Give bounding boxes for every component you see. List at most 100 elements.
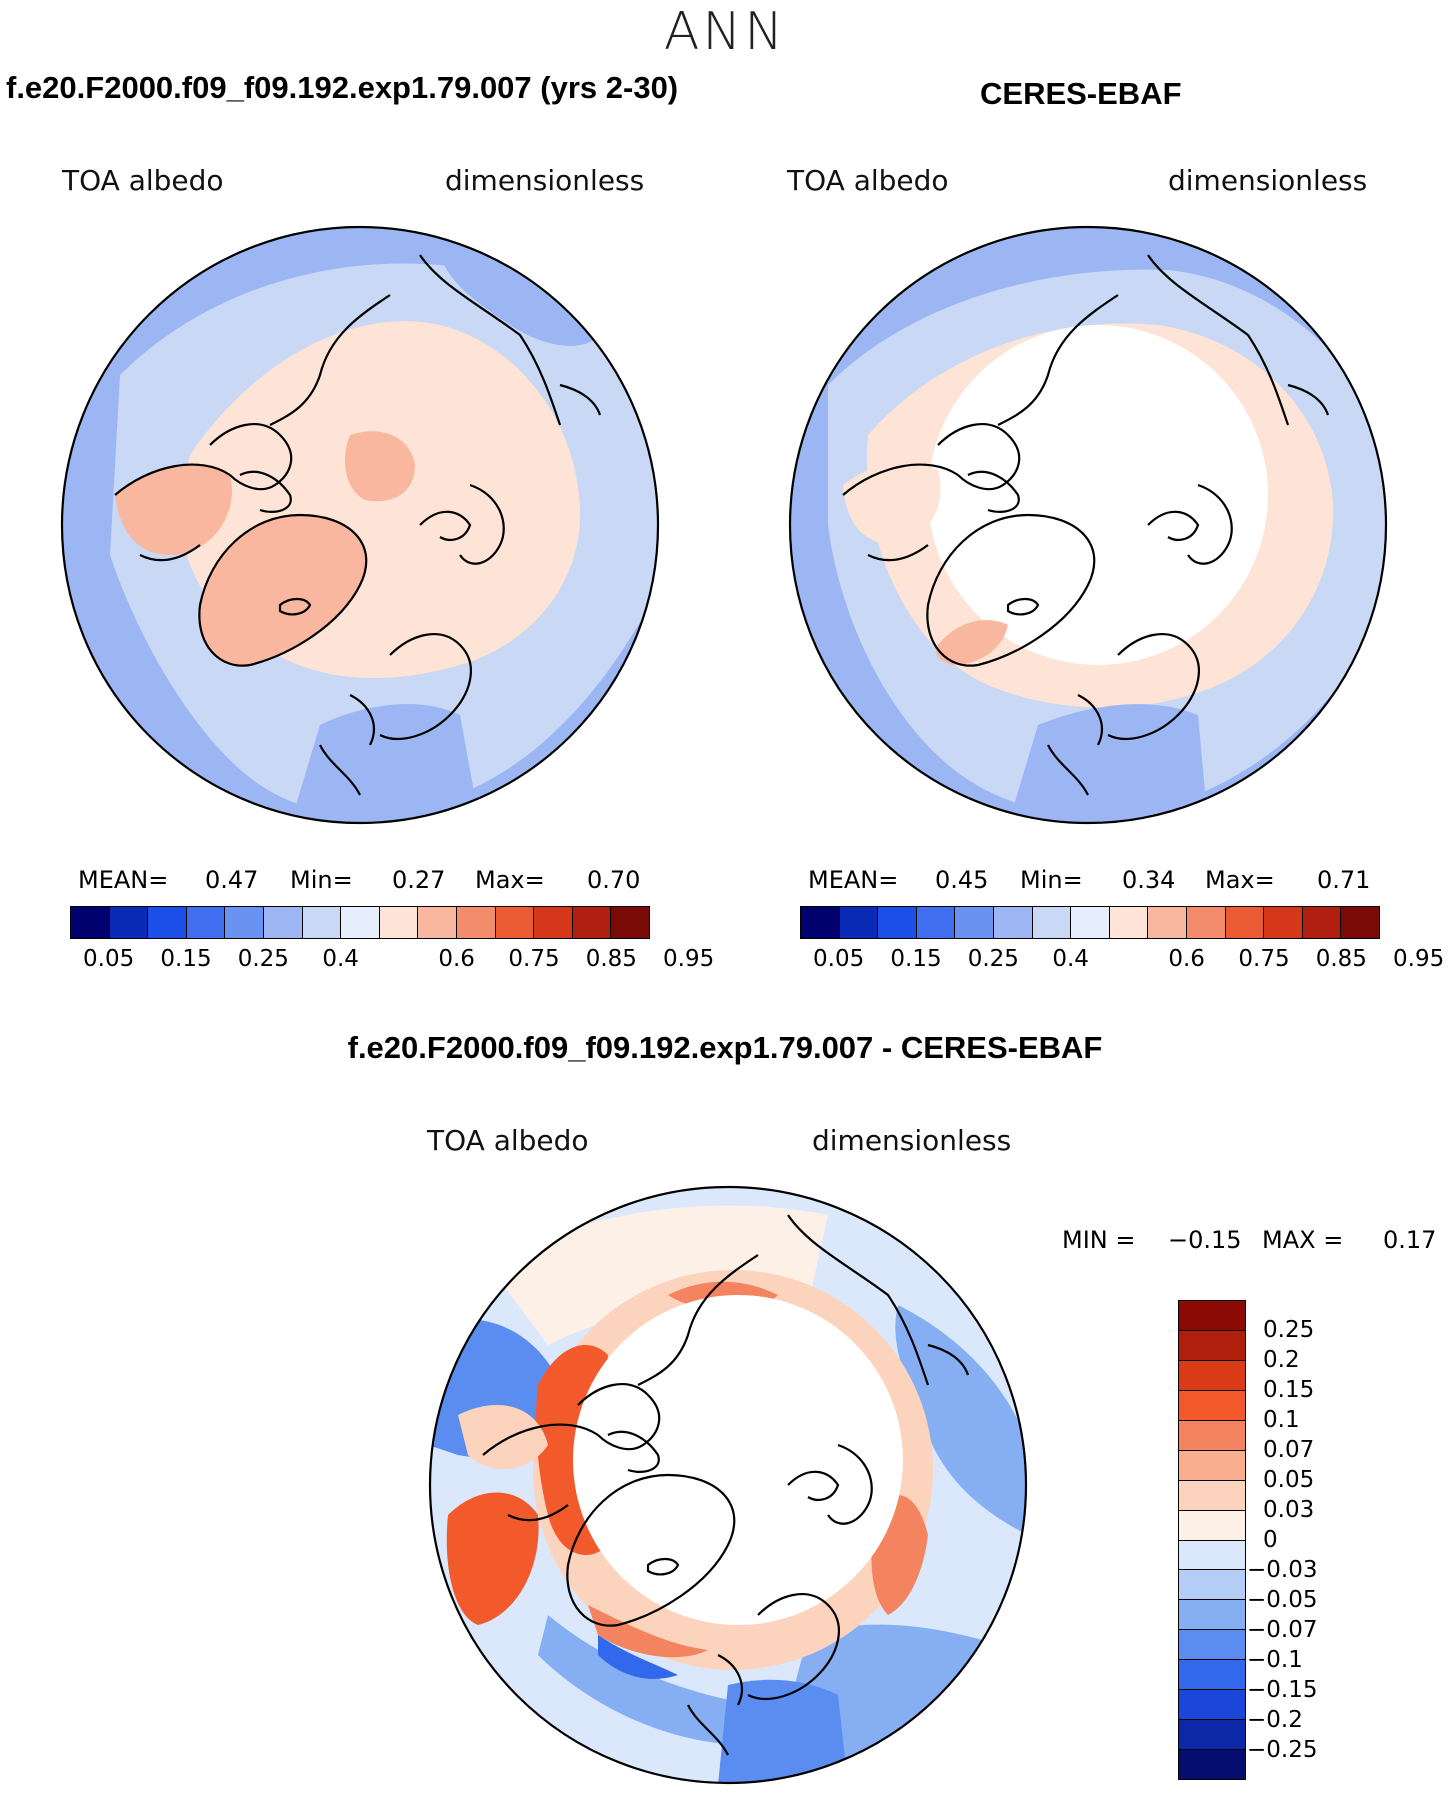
map-field-atlantic xyxy=(1008,704,1208,823)
colorbar-tick-label: 0.4 xyxy=(1052,946,1089,972)
map-field-atlantic xyxy=(290,704,480,823)
colorbar-tick-label: 0.05 xyxy=(83,946,135,972)
colorbar-swatch xyxy=(1109,907,1149,938)
panel-2-title: CERES-EBAF xyxy=(980,76,1182,111)
colorbar-swatch xyxy=(955,907,994,938)
colorbar-swatch xyxy=(993,907,1033,938)
colorbar-swatch xyxy=(534,907,573,938)
colorbar-swatch xyxy=(1179,1720,1245,1751)
diff-min-value: −0.15 xyxy=(1168,1226,1242,1254)
colorbar-tick-label: 0.05 xyxy=(1263,1467,1315,1493)
colorbar-swatch xyxy=(186,907,226,938)
colorbar-tick-label: 0.6 xyxy=(438,946,475,972)
colorbar-swatch xyxy=(839,907,879,938)
colorbar-tick-label: −0.05 xyxy=(1247,1587,1318,1613)
colorbar-swatch xyxy=(878,907,917,938)
colorbar-swatch xyxy=(1225,907,1265,938)
colorbar-swatch xyxy=(379,907,419,938)
colorbar-swatch xyxy=(1179,1510,1245,1541)
colorbar-swatch xyxy=(572,907,612,938)
colorbar-swatch xyxy=(109,907,149,938)
colorbar-swatch xyxy=(1179,1600,1245,1631)
diff-max-label: MAX = xyxy=(1262,1226,1344,1254)
colorbar-tick-label: −0.2 xyxy=(1247,1707,1303,1733)
map-field-canada-light xyxy=(458,1405,548,1469)
panel-2-max-label: Max= xyxy=(1205,866,1275,894)
colorbar-swatch xyxy=(1179,1570,1245,1601)
colorbar-tick-label: 0.85 xyxy=(1315,946,1367,972)
colorbar-tick-label: −0.25 xyxy=(1247,1737,1318,1763)
colorbar-tick-label: −0.15 xyxy=(1247,1677,1318,1703)
colorbar-swatch xyxy=(1179,1690,1245,1721)
panel-2-min-value: 0.34 xyxy=(1122,866,1176,894)
map-field-canada-positive xyxy=(446,1492,539,1625)
colorbar-swatch xyxy=(1179,1420,1245,1451)
panel-1-map xyxy=(60,225,660,825)
colorbar-tick-label: 0.2 xyxy=(1263,1347,1300,1373)
colorbar-swatch xyxy=(263,907,303,938)
map-missing-data-cap xyxy=(928,325,1268,665)
map-field-canada xyxy=(843,462,941,545)
colorbar-swatch xyxy=(418,907,457,938)
colorbar-swatch xyxy=(1179,1450,1245,1481)
colorbar-tick-label: 0.95 xyxy=(663,946,715,972)
panel-2-variable-label: TOA albedo xyxy=(787,164,949,197)
map-field-south-negative xyxy=(538,1615,758,1745)
map-field-europe-negative xyxy=(718,1679,848,1783)
diff-max-value: 0.17 xyxy=(1383,1226,1437,1254)
colorbar-tick-label: 0.95 xyxy=(1393,946,1445,972)
colorbar-swatch xyxy=(71,907,110,938)
colorbar-tick-label: 0.1 xyxy=(1263,1407,1300,1433)
colorbar-swatch xyxy=(1179,1660,1245,1691)
panel-1-mean-value: 0.47 xyxy=(205,866,259,894)
panel-2-mean-value: 0.45 xyxy=(935,866,989,894)
colorbar-swatch xyxy=(1186,907,1226,938)
colorbar-tick-label: −0.07 xyxy=(1247,1617,1318,1643)
colorbar-tick-label: 0.03 xyxy=(1263,1497,1315,1523)
season-title: ANN xyxy=(663,2,787,62)
colorbar-tick-label: 0.07 xyxy=(1263,1437,1315,1463)
map-field-greenland xyxy=(199,515,367,666)
colorbar-swatch xyxy=(302,907,342,938)
coastlines xyxy=(114,254,602,796)
colorbar-tick-label: 0.15 xyxy=(890,946,942,972)
panel-2-max-value: 0.71 xyxy=(1317,866,1371,894)
coastlines xyxy=(842,254,1330,796)
diff-colorbar xyxy=(1178,1300,1246,1780)
panel-1-max-value: 0.70 xyxy=(587,866,641,894)
colorbar-swatch xyxy=(1302,907,1342,938)
map-field-greenland-south xyxy=(936,620,1008,665)
panel-1-variable-label: TOA albedo xyxy=(62,164,224,197)
colorbar-swatch xyxy=(611,907,649,938)
colorbar-swatch xyxy=(1341,907,1379,938)
colorbar-swatch xyxy=(1032,907,1072,938)
panel-2-colorbar xyxy=(800,906,1380,939)
colorbar-tick-label: 0.15 xyxy=(1263,1377,1315,1403)
panel-1-colorbar-labels: 0.05 0.15 0.25 0.4 0.6 0.75 0.85 0.95 xyxy=(70,946,714,976)
colorbar-tick-label: 0.25 xyxy=(967,946,1019,972)
map-field-central-arctic xyxy=(345,431,415,502)
colorbar-swatch xyxy=(1179,1360,1245,1391)
panel-1-colorbar xyxy=(70,906,650,939)
map-field-east-negative xyxy=(895,1305,1026,1535)
colorbar-swatch xyxy=(1179,1480,1245,1511)
colorbar-swatch xyxy=(1179,1630,1245,1661)
colorbar-tick-label: −0.03 xyxy=(1247,1557,1318,1583)
colorbar-tick-label: 0.05 xyxy=(813,946,865,972)
colorbar-tick-label: 0.75 xyxy=(1238,946,1290,972)
colorbar-swatch xyxy=(1179,1301,1245,1331)
panel-2-min-label: Min= xyxy=(1020,866,1083,894)
panel-1-mean-label: MEAN= xyxy=(78,866,169,894)
colorbar-swatch xyxy=(456,907,496,938)
diff-title: f.e20.F2000.f09_f09.192.exp1.79.007 - CE… xyxy=(347,1030,1103,1065)
panel-2-units-label: dimensionless xyxy=(1168,164,1368,197)
map-field-north-pacific xyxy=(440,255,600,346)
map-field-ring-south xyxy=(588,1605,708,1658)
diff-units-label: dimensionless xyxy=(812,1124,1012,1157)
colorbar-tick-label: 0.6 xyxy=(1168,946,1205,972)
diff-map xyxy=(428,1185,1028,1785)
panel-1-max-label: Max= xyxy=(475,866,545,894)
panel-1-title: f.e20.F2000.f09_f09.192.exp1.79.007 (yrs… xyxy=(6,70,679,105)
map-field-greenland-negative xyxy=(598,1635,678,1679)
colorbar-tick-label: 0 xyxy=(1263,1527,1278,1553)
